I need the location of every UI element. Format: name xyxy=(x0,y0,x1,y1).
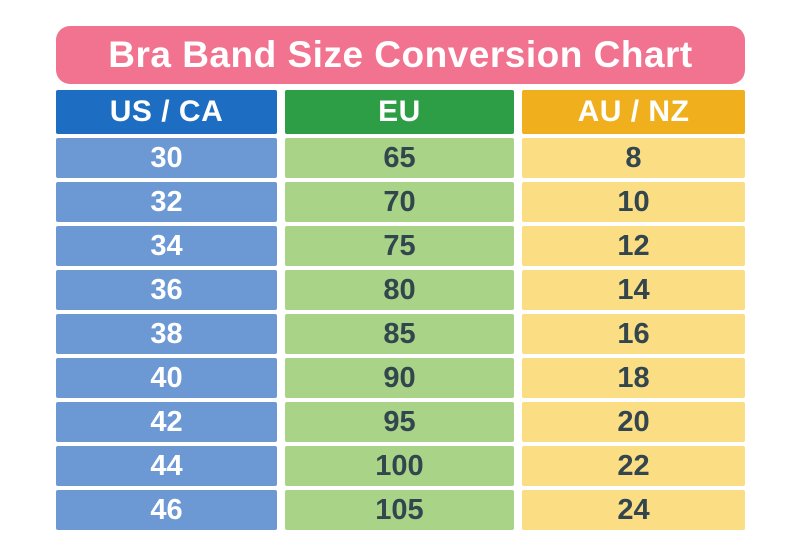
cell-eu: 65 xyxy=(285,138,514,178)
cell-eu: 95 xyxy=(285,402,514,442)
chart-title: Bra Band Size Conversion Chart xyxy=(108,34,693,75)
cell-us-ca: 36 xyxy=(56,270,277,310)
column-header-us-ca: US / CA xyxy=(56,90,277,134)
cell-us-ca: 46 xyxy=(56,490,277,530)
cell-au-nz: 20 xyxy=(522,402,745,442)
cell-eu: 80 xyxy=(285,270,514,310)
cell-eu: 90 xyxy=(285,358,514,398)
cell-eu: 85 xyxy=(285,314,514,354)
cell-au-nz: 22 xyxy=(522,446,745,486)
cell-eu: 100 xyxy=(285,446,514,486)
cell-au-nz: 8 xyxy=(522,138,745,178)
cell-us-ca: 42 xyxy=(56,402,277,442)
column-header-eu: EU xyxy=(285,90,514,134)
cell-au-nz: 16 xyxy=(522,314,745,354)
cell-au-nz: 12 xyxy=(522,226,745,266)
column-header-au-nz: AU / NZ xyxy=(522,90,745,134)
cell-au-nz: 18 xyxy=(522,358,745,398)
cell-us-ca: 38 xyxy=(56,314,277,354)
chart-title-bar: Bra Band Size Conversion Chart xyxy=(56,26,745,84)
cell-us-ca: 34 xyxy=(56,226,277,266)
cell-au-nz: 14 xyxy=(522,270,745,310)
cell-us-ca: 30 xyxy=(56,138,277,178)
cell-eu: 75 xyxy=(285,226,514,266)
cell-eu: 105 xyxy=(285,490,514,530)
cell-au-nz: 10 xyxy=(522,182,745,222)
cell-eu: 70 xyxy=(285,182,514,222)
cell-au-nz: 24 xyxy=(522,490,745,530)
conversion-table: US / CA EU AU / NZ 30 65 8 32 70 10 34 7… xyxy=(56,90,745,530)
cell-us-ca: 40 xyxy=(56,358,277,398)
cell-us-ca: 44 xyxy=(56,446,277,486)
cell-us-ca: 32 xyxy=(56,182,277,222)
